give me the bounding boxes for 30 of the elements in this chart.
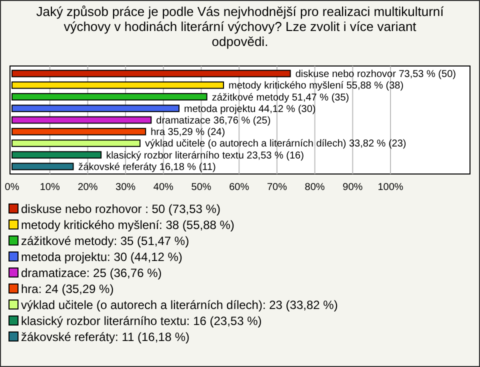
text: klasický rozbor literárního textu: 16 (23,53 %) [21,314,262,328]
x-tick-label: 50% [191,182,212,194]
x-tick-label: 100% [378,182,404,194]
x-tick-label: 90% [342,182,363,194]
category-label: žákovské referáty 16,18 % (11) [78,162,216,173]
category-label: diskuse nebo rozhovor 73,53 % (50) [295,69,456,80]
text: výklad učitele (o autorech a literárních dílech): 23 (33,82 %) [21,298,338,312]
category-label: metody kritického myšlení 55,88 % (38) [228,80,404,92]
text: zážitkové metody: 35 (51,47 %) [21,234,190,248]
category-label: metoda projektu 44,12 % (30) [184,104,316,115]
category-label: zážitkové metody 51,47 % (35) [212,92,350,104]
category-label: výklad učitele (o autorech a literárních dílech) 33,82 % (23) [145,138,406,150]
x-tick-label: 60% [229,182,250,194]
category-label: klasický rozbor literárního textu 23,53 % (16) [106,150,304,162]
category-label: dramatizace 36,76 % (25) [156,116,271,126]
chart-title: Jaký způsob práce je podle Vás nejvhodnější pro realizaci multikulturní výchovy v hodinách literární výchovy? Lze zvolit i více variant odpovědi. [36,4,444,49]
text: dramatizace: 25 (36,76 %) [21,266,162,280]
x-tick-label: 30% [116,182,136,194]
text: hra: 24 (35,29 %) [21,282,114,296]
x-tick-label: 20% [78,182,98,194]
text: diskuse nebo rozhovor : 50 (73,53 %) [21,202,220,216]
text: metoda projektu: 30 (44,12 %) [21,250,182,264]
x-tick-label: 40% [153,182,174,194]
category-label: hra 35,29 % (24) [150,127,226,138]
x-tick-label: 0% [4,182,20,194]
text: žákovské referáty: 11 (16,18 %) [21,330,190,344]
x-tick-label: 10% [40,182,60,194]
text: metody kritického myšlení: 38 (55,88 %) [21,218,234,232]
x-tick-label: 70% [266,182,288,194]
x-tick-label: 80% [304,182,325,194]
